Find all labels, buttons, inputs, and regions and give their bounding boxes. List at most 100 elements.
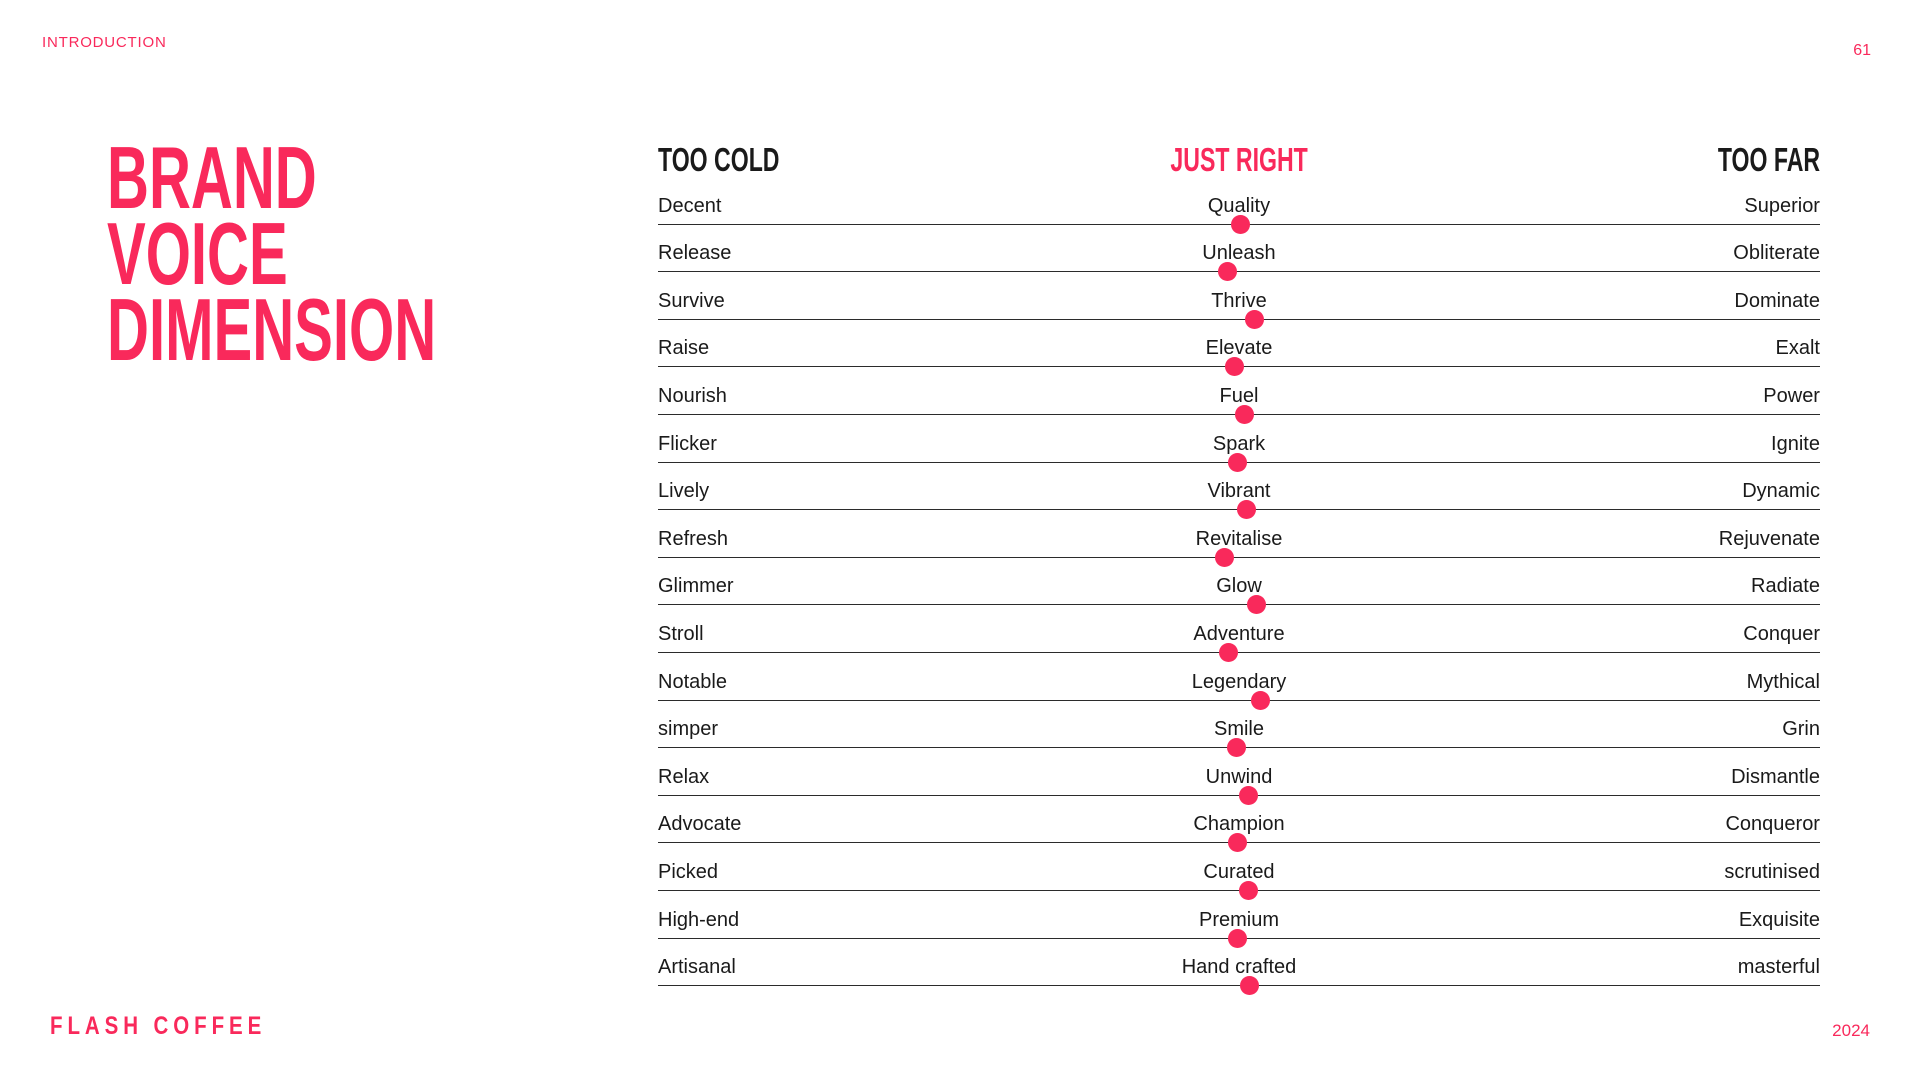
too-cold-term: Advocate	[658, 813, 742, 836]
voice-dimension-row: Lively Vibrant Dynamic	[658, 463, 1820, 520]
too-far-term: Dismantle	[1731, 765, 1820, 788]
position-dot	[1236, 500, 1256, 520]
just-right-term: Champion	[1193, 813, 1285, 836]
just-right-term: Legendary	[1191, 670, 1287, 693]
column-header-label: JUST RIGHT	[1170, 141, 1308, 178]
too-far-term: Dynamic	[1742, 480, 1820, 503]
just-right-term: Premium	[1198, 908, 1279, 931]
position-dot	[1234, 404, 1254, 424]
column-header-too-cold: TOO COLD	[658, 141, 1045, 178]
just-right-term: Unleash	[1202, 242, 1276, 265]
too-far-term: Power	[1763, 384, 1820, 407]
voice-table-body: Decent Quality Superior Release Unleash Oblit…	[658, 177, 1820, 996]
too-cold-term: Picked	[658, 860, 719, 883]
voice-dimension-row: Notable Legendary Mythical	[658, 653, 1820, 710]
voice-dimension-row: simper Smile Grin	[658, 701, 1820, 758]
too-far-term: Radiate	[1751, 575, 1820, 598]
too-cold-term: Artisanal	[658, 956, 736, 979]
too-far-term: Superior	[1744, 194, 1820, 217]
too-far-term: Conquer	[1743, 622, 1820, 645]
too-far-term: Grin	[1782, 718, 1820, 741]
position-dot	[1246, 595, 1266, 615]
too-far-term: Exalt	[1775, 337, 1820, 360]
too-far-term: Obliterate	[1733, 242, 1820, 265]
just-right-term: Unwind	[1205, 765, 1273, 788]
too-cold-term: simper	[658, 718, 719, 741]
too-cold-term: Release	[658, 242, 732, 265]
table-header-row: TOO COLD JUST RIGHT TOO FAR	[658, 141, 1820, 178]
position-dot	[1226, 738, 1246, 758]
just-right-term: Curated	[1203, 860, 1275, 883]
too-cold-term: Stroll	[658, 622, 704, 645]
too-cold-term: Glimmer	[658, 575, 734, 598]
too-cold-term: Decent	[658, 194, 722, 217]
just-right-term: Adventure	[1193, 622, 1285, 645]
too-cold-term: Lively	[658, 480, 710, 503]
position-dot	[1250, 690, 1270, 710]
position-dot	[1239, 976, 1259, 996]
just-right-term: Vibrant	[1207, 480, 1271, 503]
too-far-term: masterful	[1737, 956, 1820, 979]
just-right-term: Hand crafted	[1181, 956, 1297, 979]
too-far-term: Ignite	[1771, 432, 1820, 455]
column-header-label: TOO COLD	[658, 141, 780, 178]
position-dot	[1227, 833, 1247, 853]
too-cold-term: Survive	[658, 289, 725, 312]
just-right-term: Fuel	[1219, 384, 1259, 407]
voice-dimension-row: Decent Quality Superior	[658, 177, 1820, 234]
voice-dimension-row: Relax Unwind Dismantle	[658, 748, 1820, 805]
position-dot	[1227, 928, 1247, 948]
section-label: INTRODUCTION	[42, 34, 167, 51]
voice-dimension-row: Release Unleash Obliterate	[658, 225, 1820, 282]
too-far-term: Conqueror	[1725, 813, 1820, 836]
too-far-term: scrutinised	[1724, 860, 1820, 883]
just-right-term: Smile	[1213, 718, 1264, 741]
brand-logo-text: FLASH COFFEE	[50, 1012, 267, 1040]
position-dot	[1217, 262, 1237, 282]
just-right-term: Revitalise	[1195, 527, 1283, 550]
too-cold-term: Relax	[658, 765, 710, 788]
page-title-line: BRAND	[107, 128, 317, 227]
page-title-line: DIMENSION	[107, 280, 437, 379]
too-cold-term: High-end	[658, 908, 740, 931]
just-right-term: Thrive	[1211, 289, 1267, 312]
position-dot	[1244, 309, 1264, 329]
voice-dimension-row: Flicker Spark Ignite	[658, 415, 1820, 472]
voice-dimension-row: Nourish Fuel Power	[658, 367, 1820, 424]
position-dot	[1227, 452, 1247, 472]
voice-dimension-row: Glimmer Glow Radiate	[658, 558, 1820, 615]
voice-dimension-row: Stroll Adventure Conquer	[658, 605, 1820, 662]
position-dot	[1214, 547, 1234, 567]
too-far-term: Rejuvenate	[1718, 527, 1820, 550]
voice-dimension-row: Picked Curated scrutinised	[658, 843, 1820, 900]
just-right-term: Quality	[1207, 194, 1271, 217]
too-cold-term: Raise	[658, 337, 710, 360]
just-right-term: Spark	[1212, 432, 1266, 455]
position-dot	[1218, 642, 1238, 662]
position-dot	[1238, 785, 1258, 805]
too-far-term: Exquisite	[1738, 908, 1820, 931]
column-header-too-far: TOO FAR	[1433, 141, 1820, 178]
just-right-term: Elevate	[1205, 337, 1273, 360]
voice-dimension-row: Refresh Revitalise Rejuvenate	[658, 510, 1820, 567]
voice-dimension-row: Raise Elevate Exalt	[658, 320, 1820, 377]
too-cold-term: Refresh	[658, 527, 729, 550]
column-header-just-right: JUST RIGHT	[1045, 141, 1432, 178]
too-far-term: Dominate	[1734, 289, 1820, 312]
page-number: 61	[1853, 42, 1871, 59]
footer-year: 2024	[1832, 1021, 1870, 1040]
page-title-line: VOICE	[107, 204, 288, 303]
voice-dimension-row: Advocate Champion Conqueror	[658, 796, 1820, 853]
position-dot	[1230, 214, 1250, 234]
too-cold-term: Notable	[658, 670, 727, 693]
too-far-term: Mythical	[1746, 670, 1820, 693]
page-title: BRAND VOICE DIMENSION	[107, 128, 437, 379]
position-dot	[1224, 357, 1244, 377]
position-dot	[1238, 880, 1258, 900]
column-header-label: TOO FAR	[1717, 141, 1820, 178]
just-right-term: Glow	[1216, 575, 1262, 598]
voice-dimension-row: Survive Thrive Dominate	[658, 272, 1820, 329]
too-cold-term: Flicker	[658, 432, 717, 455]
voice-dimension-row: Artisanal Hand crafted masterful	[658, 939, 1820, 996]
brand-voice-table: TOO COLD JUST RIGHT TOO FAR Decent Qualit…	[658, 141, 1820, 996]
